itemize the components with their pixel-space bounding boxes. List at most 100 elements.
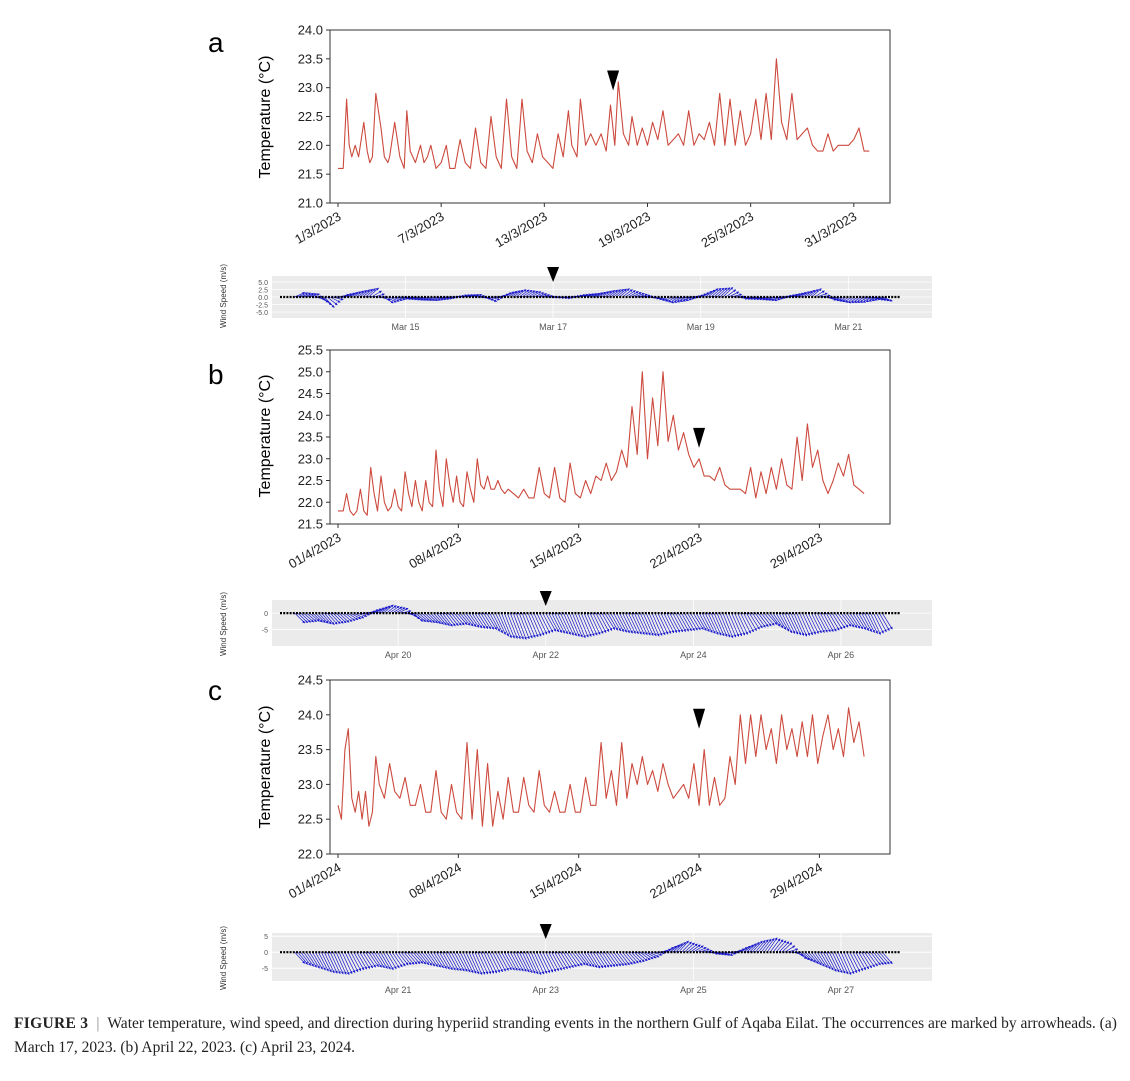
event-arrowhead xyxy=(693,708,706,729)
wind-vector xyxy=(521,952,533,974)
event-marker xyxy=(539,924,552,939)
panel-c-temperature: c Temperature (°C) 22.022.523.023.524.02… xyxy=(208,673,891,902)
wind-vector xyxy=(300,951,311,966)
wind-vector xyxy=(867,951,878,967)
wind-vector xyxy=(312,952,323,970)
wind-vector xyxy=(474,952,486,975)
wind-vector xyxy=(849,612,861,629)
wind-vector xyxy=(400,951,412,966)
x-tick-label: Apr 20 xyxy=(385,650,412,660)
wind-vector xyxy=(846,612,858,628)
panel-b-wind: Wind Speed (m/s) 0-5 Apr 20 Apr 22 Apr 24 A… xyxy=(219,591,932,660)
wind-vector xyxy=(778,612,790,632)
y-ticks: 22.0 22.5 23.0 23.5 24.0 24.5 xyxy=(298,673,330,862)
wind-vector xyxy=(442,952,453,971)
wind-vector xyxy=(430,612,441,624)
wind-vector xyxy=(769,938,781,953)
wind-vector xyxy=(569,613,580,637)
wind-vector xyxy=(324,612,335,625)
wind-vector xyxy=(495,612,506,635)
wind-vector xyxy=(808,951,819,965)
wind-vector xyxy=(651,951,663,956)
event-arrowhead xyxy=(607,70,620,91)
y-axis-label: Wind Speed (m/s) xyxy=(219,264,228,328)
wind-vector xyxy=(719,951,731,956)
wind-vector xyxy=(430,952,441,968)
wind-vector xyxy=(504,952,515,971)
wind-vector xyxy=(849,952,861,973)
wind-vector xyxy=(657,612,669,635)
wind-vector xyxy=(572,951,583,967)
y-tick-label: 23.5 xyxy=(298,430,323,445)
wind-vectors xyxy=(280,937,900,976)
wind-vector xyxy=(471,952,483,976)
wind-vector xyxy=(583,952,595,968)
wind-vector xyxy=(858,612,869,631)
wind-vector xyxy=(450,612,462,626)
wind-vector xyxy=(695,612,707,631)
x-tick-label: 08/4/2023 xyxy=(406,530,464,572)
wind-vector xyxy=(704,289,716,298)
wind-vector xyxy=(539,612,551,634)
wind-vector xyxy=(383,952,394,971)
wind-vector xyxy=(424,296,436,302)
wind-vector xyxy=(740,612,751,634)
wind-vector xyxy=(457,294,468,298)
wind-vector xyxy=(811,288,822,298)
wind-vector xyxy=(515,952,527,972)
wind-vector xyxy=(341,952,353,975)
wind-vector xyxy=(347,952,359,973)
wind-vector xyxy=(368,952,379,967)
wind-vector xyxy=(731,613,743,637)
wind-vector xyxy=(303,612,314,623)
wind-vector xyxy=(518,289,530,298)
wind-vector xyxy=(648,951,660,958)
x-tick-label: Apr 21 xyxy=(385,985,412,995)
wind-vector xyxy=(509,613,521,640)
x-tick-label: Mar 19 xyxy=(687,322,715,332)
wind-vector xyxy=(397,951,409,966)
wind-vector xyxy=(802,290,813,298)
wind-vector xyxy=(365,952,376,968)
wind-vector xyxy=(837,296,849,303)
wind-vector xyxy=(822,612,834,632)
wind-vector xyxy=(486,612,497,630)
wind-vector xyxy=(728,291,740,298)
wind-vector xyxy=(415,951,427,965)
wind-vector xyxy=(575,294,586,298)
wind-vector xyxy=(433,952,444,969)
wind-vector xyxy=(551,952,562,971)
wind-vector xyxy=(639,612,651,636)
wind-vector xyxy=(465,293,477,298)
wind-vector xyxy=(761,296,772,301)
wind-vector xyxy=(698,612,710,632)
wind-vector xyxy=(613,289,624,298)
y-ticks: 5 0 -5 xyxy=(262,934,268,973)
wind-vector xyxy=(672,943,684,953)
wind-vector xyxy=(566,613,577,637)
wind-vector xyxy=(383,296,394,304)
plot-background xyxy=(272,600,932,646)
wind-vector xyxy=(586,952,598,968)
wind-vector xyxy=(566,952,577,968)
wind-vector xyxy=(309,612,320,622)
wind-vector xyxy=(805,951,816,963)
wind-vector xyxy=(329,612,341,625)
wind-vector xyxy=(560,952,571,969)
y-tick-label: 21.0 xyxy=(298,196,323,211)
wind-vector xyxy=(495,952,506,972)
wind-vector xyxy=(350,952,362,972)
x-tick-label: Mar 21 xyxy=(834,322,862,332)
wind-vector xyxy=(743,612,754,633)
x-tick-label: 29/4/2024 xyxy=(767,860,825,902)
wind-vector xyxy=(507,952,518,971)
y-tick-label: 24.0 xyxy=(298,707,323,722)
wind-vector xyxy=(805,289,816,298)
wind-vector xyxy=(551,612,562,633)
wind-vector xyxy=(639,951,651,961)
wind-vector xyxy=(569,951,580,967)
wind-vector xyxy=(719,613,731,638)
wind-vector xyxy=(309,952,320,969)
event-arrowhead xyxy=(547,267,560,282)
